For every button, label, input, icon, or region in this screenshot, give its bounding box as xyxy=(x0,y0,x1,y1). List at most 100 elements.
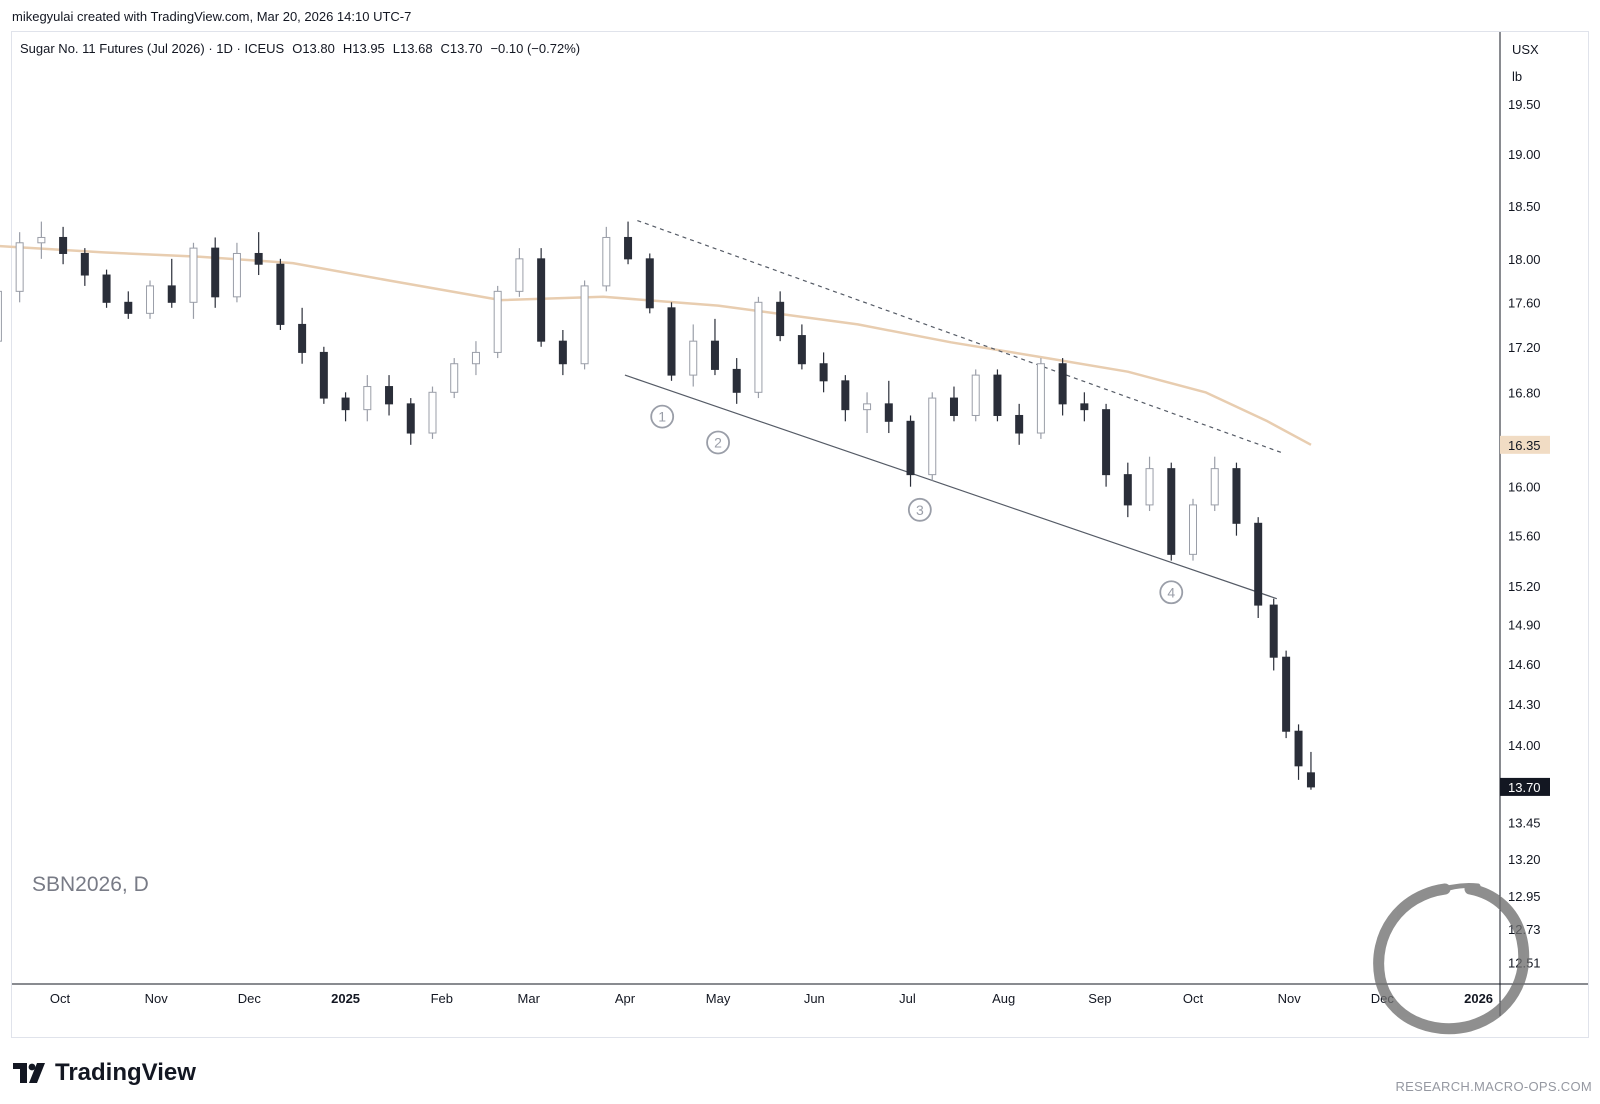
candle[interactable] xyxy=(884,380,893,434)
candle[interactable] xyxy=(363,375,372,422)
wave-label-3[interactable]: 3 xyxy=(907,497,932,522)
candle[interactable] xyxy=(1167,462,1176,561)
candle[interactable] xyxy=(15,232,24,303)
candle[interactable] xyxy=(1254,517,1263,618)
candle[interactable] xyxy=(776,291,785,342)
candle-body xyxy=(124,301,133,314)
candle[interactable] xyxy=(841,375,850,422)
candle[interactable] xyxy=(515,248,524,297)
candle[interactable] xyxy=(993,369,1002,422)
candle[interactable] xyxy=(602,226,611,292)
candle[interactable] xyxy=(1294,724,1303,780)
price-tick-label: 16.00 xyxy=(1508,480,1541,495)
candle[interactable] xyxy=(558,329,567,376)
price-tick-label: 15.20 xyxy=(1508,579,1541,594)
candle[interactable] xyxy=(276,258,285,330)
candle[interactable] xyxy=(450,358,459,399)
candle[interactable] xyxy=(80,248,89,286)
candle[interactable] xyxy=(667,302,676,381)
candle[interactable] xyxy=(819,352,828,393)
wave-label-1[interactable]: 1 xyxy=(650,404,675,429)
watermark-url: RESEARCH.MACRO-OPS.COM xyxy=(1395,1079,1592,1094)
candle-body xyxy=(1036,363,1045,434)
legend-low: L13.68 xyxy=(393,41,433,56)
candle-body xyxy=(1189,504,1197,555)
trendline-lower-support[interactable] xyxy=(624,374,1278,600)
wave-label-text: 1 xyxy=(658,409,666,425)
candle[interactable] xyxy=(1080,392,1089,422)
candle[interactable] xyxy=(949,386,958,422)
candle[interactable] xyxy=(298,307,307,364)
price-tick-label: 18.00 xyxy=(1508,252,1541,267)
price-tick-label: 16.80 xyxy=(1508,385,1541,400)
candle[interactable] xyxy=(0,280,2,352)
candle[interactable] xyxy=(232,242,241,303)
candle[interactable] xyxy=(1145,456,1154,512)
symbol-watermark: SBN2026, D xyxy=(32,873,149,896)
price-axis-currency: USX xyxy=(1512,42,1539,57)
legend-open: O13.80 xyxy=(292,41,335,56)
candle[interactable] xyxy=(754,296,763,399)
candle[interactable] xyxy=(254,232,263,276)
candle[interactable] xyxy=(624,221,633,265)
chart-legend[interactable]: Sugar No. 11 Futures (Jul 2026) · 1D · I… xyxy=(20,41,580,56)
candle[interactable] xyxy=(385,375,394,416)
candle-body xyxy=(1232,468,1241,524)
candle[interactable] xyxy=(37,221,46,259)
candle[interactable] xyxy=(1269,598,1278,671)
candle[interactable] xyxy=(124,291,133,319)
candle[interactable] xyxy=(493,285,502,359)
candle[interactable] xyxy=(1058,358,1067,416)
candle[interactable] xyxy=(102,269,111,308)
candle[interactable] xyxy=(732,358,741,404)
candle-body xyxy=(406,403,415,434)
candle[interactable] xyxy=(1306,751,1315,790)
candle[interactable] xyxy=(406,398,415,445)
candle[interactable] xyxy=(319,346,328,404)
price-badge-last-price: 13.70 xyxy=(1500,777,1550,796)
candle[interactable] xyxy=(146,280,155,319)
candle[interactable] xyxy=(1036,358,1045,439)
candle[interactable] xyxy=(1232,462,1241,536)
candle-body xyxy=(667,307,676,376)
price-badge-label: 16.35 xyxy=(1508,438,1541,453)
candle[interactable] xyxy=(211,237,220,308)
candle[interactable] xyxy=(1123,462,1132,518)
candle[interactable] xyxy=(428,386,437,439)
candle[interactable] xyxy=(537,248,546,347)
wave-label-4[interactable]: 4 xyxy=(1159,580,1184,605)
candle[interactable] xyxy=(971,369,980,422)
candle[interactable] xyxy=(1189,498,1197,561)
candle[interactable] xyxy=(689,324,698,387)
price-tick-label: 18.50 xyxy=(1508,199,1541,214)
candle[interactable] xyxy=(580,280,589,370)
candle[interactable] xyxy=(906,415,915,487)
candle[interactable] xyxy=(1282,650,1291,739)
candle[interactable] xyxy=(1102,403,1111,487)
price-tick-label: 19.00 xyxy=(1508,147,1541,162)
candle-body xyxy=(167,285,176,303)
candle-body xyxy=(298,323,307,353)
trendline-upper-resistance[interactable] xyxy=(637,219,1284,454)
candle[interactable] xyxy=(167,258,176,308)
candle[interactable] xyxy=(928,392,937,481)
candle[interactable] xyxy=(189,242,198,319)
candle[interactable] xyxy=(797,324,806,370)
candle[interactable] xyxy=(59,226,68,265)
candle[interactable] xyxy=(1210,456,1219,512)
time-tick-label: May xyxy=(706,991,731,1006)
candle[interactable] xyxy=(1015,403,1024,445)
tradingview-logo[interactable]: TradingView xyxy=(13,1059,196,1087)
candle[interactable] xyxy=(645,253,654,314)
candle[interactable] xyxy=(471,341,480,376)
candle-body xyxy=(189,247,198,303)
legend-change: −0.10 (−0.72%) xyxy=(490,41,580,56)
candle-body xyxy=(537,258,546,342)
candle[interactable] xyxy=(710,318,719,376)
wave-label-circle xyxy=(706,430,730,455)
candle[interactable] xyxy=(863,392,872,434)
candle-body xyxy=(602,236,611,287)
wave-label-2[interactable]: 2 xyxy=(706,430,730,455)
candle[interactable] xyxy=(341,392,350,422)
